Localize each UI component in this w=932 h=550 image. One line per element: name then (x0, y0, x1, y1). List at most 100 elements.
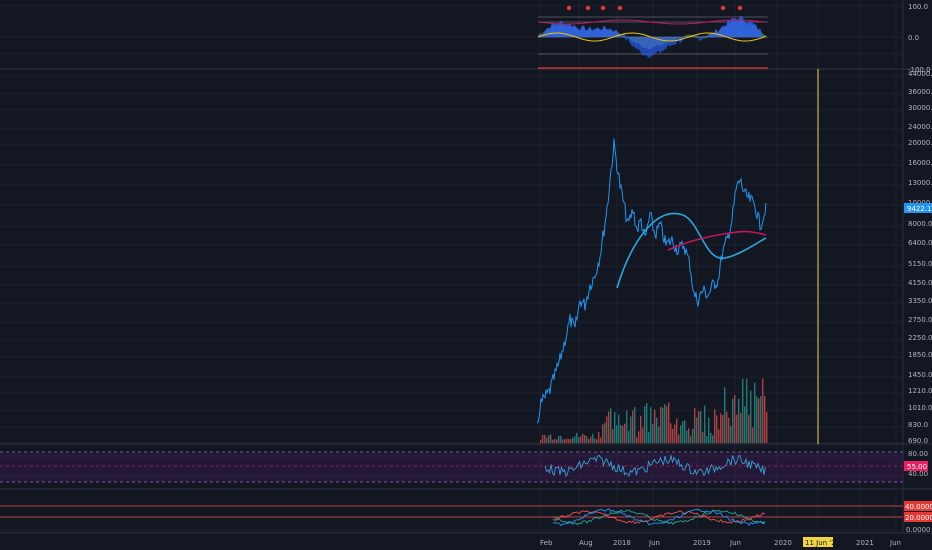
price-axis-label: 30000.0 (908, 104, 932, 112)
volume-bar (726, 411, 728, 443)
rsi-pane[interactable] (0, 451, 903, 483)
volume-histogram (540, 378, 768, 443)
crosshair-time-tag: 11 Jun '20 (805, 539, 840, 547)
time-axis-label: 2020 (774, 539, 792, 547)
volume-bar (622, 425, 624, 443)
volume-bar (546, 437, 548, 443)
volume-bar (750, 390, 752, 443)
volume-bar (714, 409, 716, 443)
time-axis-label: Feb (540, 539, 553, 547)
volume-bar (688, 428, 690, 443)
price-axis-label: 690.0 (908, 437, 928, 445)
volume-bar (748, 414, 750, 443)
volume-bar (680, 425, 682, 443)
rsi-value-tag: 55.00 (907, 463, 927, 471)
price-axis-label: 13000.0 (908, 179, 932, 187)
volume-bar (586, 436, 588, 443)
osc-magenta-line (537, 19, 767, 25)
volume-bar (624, 423, 626, 443)
volume-bar (564, 439, 566, 443)
volume-bar (716, 415, 718, 443)
volume-bar (754, 382, 756, 443)
price-axis[interactable]: 100.0 0.0 -100.0 44000.0 36000.0 30000.0… (904, 3, 932, 534)
volume-bar (672, 428, 674, 443)
volume-bar (596, 439, 598, 443)
volume-bar (674, 424, 676, 443)
osc-signal-dot (566, 5, 572, 11)
time-axis-label: Jun (729, 539, 741, 547)
volume-bar (572, 437, 574, 443)
volume-bar (734, 395, 736, 443)
dmi-adx-line (552, 508, 766, 526)
volume-bar (594, 438, 596, 443)
oscillator-pane[interactable] (537, 5, 768, 69)
volume-bar (708, 417, 710, 443)
price-axis-label: 2250.0 (908, 334, 932, 342)
price-series-line (536, 138, 767, 424)
price-pane[interactable] (536, 69, 819, 444)
time-axis-label: 2019 (693, 539, 711, 547)
volume-bar (606, 416, 608, 443)
volume-bar (604, 422, 606, 443)
osc-signal-dot (617, 5, 623, 11)
volume-bar (670, 423, 672, 443)
time-axis-label: Jun (648, 539, 660, 547)
price-axis-label: 24000.0 (908, 123, 932, 131)
dmi-minus-line (552, 510, 766, 525)
price-axis-label: 1210.0 (908, 387, 932, 395)
volume-bar (756, 396, 758, 443)
volume-bar (616, 425, 618, 443)
osc-signal-line (537, 32, 767, 42)
volume-bar (752, 427, 754, 443)
volume-bar (580, 436, 582, 443)
volume-bar (542, 435, 544, 443)
volume-bar (598, 431, 600, 443)
volume-bar (742, 378, 744, 443)
last-price-tag-bg (904, 203, 932, 213)
slow-moving-average (616, 212, 767, 289)
volume-bar (568, 439, 570, 443)
top-axis-label: 100.0 (908, 3, 928, 11)
rsi-axis-label: 80.00 (908, 450, 928, 458)
price-axis-label: 3350.0 (908, 297, 932, 305)
volume-bar (712, 435, 714, 443)
volume-bar (620, 424, 622, 443)
time-axis[interactable]: Feb Aug 2018 Jun 2019 Jun 2020 2021 Jun … (540, 537, 901, 547)
dmi-tag-bg (904, 501, 932, 511)
osc-signal-dot (720, 5, 726, 11)
dmi-axis-label: 20.0000 (905, 514, 932, 522)
price-axis-label: 16000.0 (908, 159, 932, 167)
volume-bar (646, 403, 648, 443)
volume-bar (554, 439, 556, 443)
volume-bar (558, 436, 560, 443)
volume-bar (654, 409, 656, 443)
volume-bar (710, 432, 712, 443)
volume-bar (644, 406, 646, 443)
volume-bar (636, 437, 638, 443)
osc-positive-area (538, 15, 766, 37)
volume-bar (692, 428, 694, 443)
volume-bar (566, 438, 568, 443)
volume-bar (578, 437, 580, 443)
volume-bar (720, 413, 722, 443)
time-axis-label: 2021 (856, 539, 874, 547)
osc-negative-area (538, 37, 766, 58)
volume-bar (628, 430, 630, 443)
volume-bar (576, 432, 578, 443)
volume-bar (760, 396, 762, 443)
volume-bar (746, 378, 748, 443)
volume-bar (728, 417, 730, 443)
time-axis-label: Aug (579, 539, 593, 547)
price-axis-label: 44000.0 (908, 70, 932, 78)
volume-bar (610, 408, 612, 443)
price-axis-label: 36000.0 (908, 88, 932, 96)
volume-bar (642, 427, 644, 443)
volume-bar (562, 439, 564, 443)
volume-bar (738, 398, 740, 443)
dmi-axis-label: 0.0000 (906, 526, 931, 534)
dmi-pane[interactable] (0, 505, 903, 526)
volume-bar (662, 407, 664, 443)
volume-bar (612, 429, 614, 443)
volume-bar (614, 412, 616, 443)
